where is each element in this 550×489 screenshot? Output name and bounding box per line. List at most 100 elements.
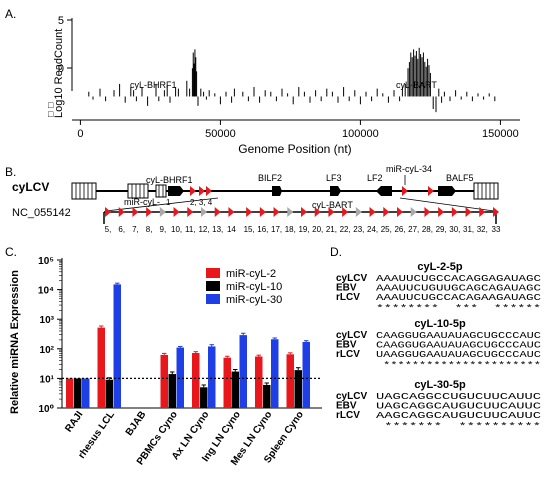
panel-c: C. Relative miRNA Expression 10⁰10¹10²10… <box>5 245 322 468</box>
bart-mirna-number: 9, <box>160 225 167 234</box>
legend-symbol-1: □ <box>48 100 54 110</box>
bart-mirna-number: 6, <box>118 225 125 234</box>
panel-a-xtick-label: 0 <box>77 128 83 140</box>
bart-mirna-marker <box>246 207 253 217</box>
sequence-row: AAAUUCUGCCACAGGAGAUAGC <box>376 274 542 284</box>
genome-accession: NC_055142 <box>12 207 71 219</box>
legend-symbol-2: □ <box>48 109 54 119</box>
organism-label: cyLCV <box>336 330 367 341</box>
bart-mirna-number: 31, <box>463 225 474 234</box>
bart-mirna-number: 21, <box>326 225 337 234</box>
gene-bhrf1 <box>168 186 184 196</box>
legend-label: miR-cyL-10 <box>226 281 282 293</box>
label-mir-cyl-34: miR-cyL-34 <box>386 164 432 174</box>
alignment-title: cyL-2-5p <box>417 261 463 273</box>
panel-a-ytick-label: 0 <box>58 63 64 75</box>
panel-c-label: C. <box>5 245 17 259</box>
internal-repeat-small <box>155 184 167 198</box>
panel-c-ytick-label: 10² <box>40 345 55 356</box>
mirna-marker-1 <box>190 186 196 196</box>
bart-mirna-number: 8, <box>146 225 153 234</box>
bart-mirna-number: 23, <box>353 225 364 234</box>
panel-a-xtick-label: 50000 <box>205 128 236 140</box>
panel-a-ytick-label: 5 <box>58 15 64 27</box>
bart-mirna-number: 22, <box>340 225 351 234</box>
expression-bar <box>302 341 310 408</box>
panel-c-ytick-label: 10⁴ <box>38 286 54 297</box>
bart-mirna-marker <box>228 207 235 217</box>
expression-bar <box>231 371 239 408</box>
label-lf3: LF3 <box>326 173 342 183</box>
bart-mirna-marker <box>187 207 194 217</box>
bart-mirna-marker <box>273 207 280 217</box>
bart-mirna-number: 11, <box>185 225 196 234</box>
panel-c-ytick-label: 10⁵ <box>38 256 54 267</box>
category-label: BJAB <box>124 409 149 438</box>
bart-mirna-markers <box>105 207 499 217</box>
expression-bar <box>176 347 184 408</box>
expression-bar <box>168 374 176 408</box>
bart-mirna-marker <box>410 207 417 217</box>
bart-mirna-marker <box>201 207 207 217</box>
zoom-line-left <box>105 197 219 212</box>
bart-mirna-marker <box>383 207 390 217</box>
bart-mirna-number: 30, <box>449 225 460 234</box>
organism-label: rLCV <box>336 292 360 303</box>
category-label: RAJI <box>63 409 85 434</box>
bart-mirna-marker <box>105 207 111 217</box>
expression-bar <box>271 339 279 408</box>
bart-mirna-number: 7, <box>132 225 139 234</box>
bart-mirna-number: 26, <box>394 225 405 234</box>
bart-mirna-number: 5, <box>105 225 112 234</box>
bart-mirna-marker <box>314 207 321 217</box>
genome-name: cyLCV <box>12 180 49 194</box>
bart-mirna-marker <box>214 207 221 217</box>
label-cyl-bhrf1: cyL-BHRF1 <box>146 175 193 185</box>
bart-mirna-marker <box>259 207 266 217</box>
bart-mirna-marker <box>146 207 153 217</box>
bart-mirna-number: 18, <box>285 225 296 234</box>
panel-a-xtick-label: 100000 <box>342 128 379 140</box>
alignment-title: cyL-10-5p <box>414 318 466 330</box>
mirna-marker-balf5 <box>428 186 434 196</box>
gene-lf3 <box>330 186 341 196</box>
bart-mirna-number: 28, <box>422 225 433 234</box>
mirna-marker-3 <box>206 186 212 196</box>
panel-c-y-ticks: 10⁰ 10¹ 10² 10³ 10⁴ 10⁵ <box>38 256 62 415</box>
sequence-row: UAGCAGGCAUGUCUUCAUUC <box>376 402 542 412</box>
bart-mirna-number: 12, <box>198 225 209 234</box>
sequence-alignments: cyL-2-5p cyLCV AAAUUCUGCCACAGGAGAUAGC EBV AA… <box>336 261 542 432</box>
expression-bar <box>255 356 263 408</box>
panel-d-label: D. <box>330 245 342 259</box>
bhrf1-number-1: 1 <box>166 198 171 207</box>
legend-label: miR-cyL-2 <box>226 268 276 280</box>
bart-mirna-number: 24, <box>367 225 378 234</box>
expression-bar <box>160 354 168 408</box>
organism-label: cyLCV <box>336 273 367 284</box>
internal-repeat-small-hatch <box>158 185 164 197</box>
conservation-stars: ********************** <box>376 361 541 371</box>
gene-lf2 <box>376 186 392 196</box>
panel-a-label: A. <box>5 7 16 21</box>
bart-mirna-marker <box>328 207 335 217</box>
bart-mirna-number: 25, <box>381 225 392 234</box>
bart-mirna-number: 16, <box>257 225 268 234</box>
label-lf2: LF2 <box>367 173 383 183</box>
label-balf5: BALF5 <box>446 173 474 183</box>
bart-mirna-numbers: 5, 6, 7, 8, 9, 10, 11, 12, 13, 14 15, 16, 17, 18, 19, 2… <box>105 225 501 234</box>
expression-bar <box>113 284 121 408</box>
expression-bar <box>82 378 90 408</box>
bart-mirna-marker <box>287 207 294 217</box>
gene-bilf2 <box>272 186 282 196</box>
bart-mirna-number: 13, <box>212 225 223 234</box>
sequence-row: UAAGGUGAAUAUAGCUGCCCAUC <box>376 350 542 360</box>
bart-mirna-number: 29, <box>436 225 447 234</box>
bart-mirna-marker <box>118 207 125 217</box>
bart-mirna-number: 32, <box>477 225 488 234</box>
bart-mirna-number: 17, <box>271 225 282 234</box>
internal-repeat-hatch <box>131 184 145 198</box>
mirna-marker-2 <box>199 186 205 196</box>
mirna-marker-34 <box>402 186 408 196</box>
bart-mirna-number: 20, <box>312 225 323 234</box>
bart-mirna-marker <box>369 207 376 217</box>
